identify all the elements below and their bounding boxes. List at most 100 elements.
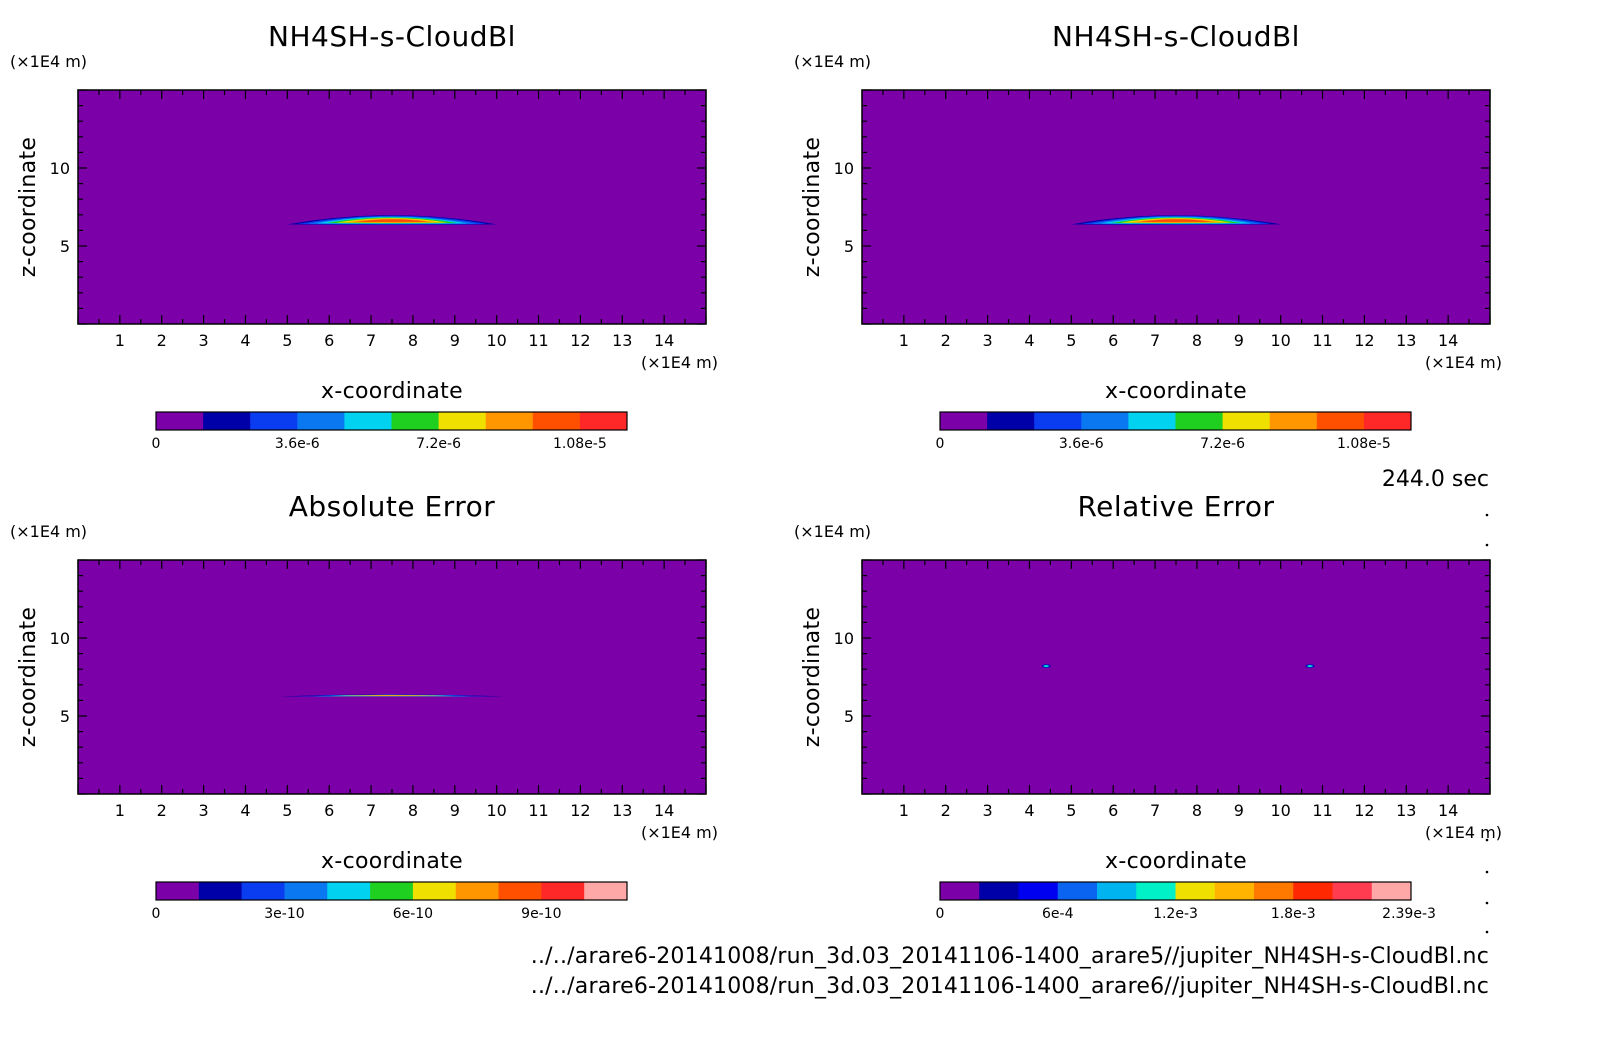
colorbar-label: 2.39e-3 — [1382, 906, 1436, 922]
x-tick-label: 12 — [1354, 801, 1374, 820]
plot-features — [1071, 215, 1281, 225]
x-tick-label: 3 — [199, 331, 209, 350]
colorbar-segment — [391, 412, 440, 430]
margin-dot — [1485, 513, 1489, 517]
feature-contour — [346, 695, 438, 697]
y-axis-title: z-coordinate — [16, 137, 41, 277]
x-tick-label: 3 — [983, 801, 993, 820]
x-tick-label: 6 — [1108, 331, 1118, 350]
x-tick-label: 8 — [408, 331, 418, 350]
x-tick-label: 8 — [1192, 801, 1202, 820]
x-tick-label: 13 — [1396, 331, 1416, 350]
colorbar-segment — [1175, 882, 1216, 900]
y-axis-title: z-coordinate — [800, 607, 825, 747]
y-unit-label: (×1E4 m) — [10, 522, 87, 541]
colorbar-segment — [412, 882, 457, 900]
colorbar-segment — [940, 882, 980, 900]
plot-background — [78, 560, 706, 794]
chart-panel-1: NH4SH-s-CloudBl(×1E4 m)1 2 3 4 5 6 7 8 9 10 11 12 13… — [10, 20, 718, 452]
plot-features — [1041, 664, 1315, 668]
y-unit-label: (×1E4 m) — [794, 522, 871, 541]
plot-background — [78, 90, 706, 324]
x-unit-label: (×1E4 m) — [641, 823, 718, 842]
colorbar-segment — [438, 412, 487, 430]
x-tick-label: 1 — [115, 331, 125, 350]
y-tick-label: 10 — [50, 159, 70, 178]
x-tick-label: 14 — [1438, 801, 1458, 820]
x-tick-label: 1 — [899, 331, 909, 350]
colorbar-segment — [241, 882, 285, 900]
colorbar-segment — [979, 882, 1019, 900]
feature-contour — [356, 219, 428, 223]
x-tick-label: 14 — [654, 801, 674, 820]
x-tick-label: 13 — [612, 331, 632, 350]
colorbar-frame — [155, 881, 628, 901]
colorbar-segment — [1363, 412, 1412, 430]
x-tick-label: 5 — [1066, 331, 1076, 350]
plot-features — [287, 215, 497, 225]
colorbar-label: 7.2e-6 — [416, 436, 461, 452]
colorbar-segment — [370, 882, 414, 900]
margin-dot — [1485, 901, 1489, 905]
x-tick-label: 7 — [366, 801, 376, 820]
x-tick-label: 14 — [654, 331, 674, 350]
feature-contour — [1044, 665, 1049, 667]
x-tick-label: 9 — [1234, 801, 1244, 820]
colorbar-segment — [1097, 882, 1137, 900]
colorbar-segment — [1214, 882, 1255, 900]
time-label: 244.0 sec — [1382, 467, 1489, 492]
colorbar-frame — [939, 411, 1412, 431]
footer-path: ../../arare6-20141008/run_3d.03_20141106… — [531, 974, 1489, 999]
x-tick-label: 11 — [528, 331, 548, 350]
colorbar-segment — [1018, 882, 1059, 900]
x-tick-label: 7 — [366, 331, 376, 350]
x-tick-label: 13 — [1396, 801, 1416, 820]
y-tick-label: 5 — [844, 237, 854, 256]
colorbar-label: 1.08e-5 — [553, 436, 607, 452]
colorbar-label: 0 — [936, 436, 945, 452]
x-tick-label: 7 — [1150, 801, 1160, 820]
colorbar-label: 1.2e-3 — [1153, 906, 1198, 922]
colorbar-segment — [1081, 412, 1129, 430]
x-axis-title: x-coordinate — [1105, 849, 1247, 874]
colorbar-segment — [1269, 412, 1318, 430]
chart-panel-2: NH4SH-s-CloudBl(×1E4 m)1 2 3 4 5 6 7 8 9 10 11 12 13… — [794, 20, 1502, 452]
colorbar-segment — [987, 412, 1035, 430]
x-unit-label: (×1E4 m) — [641, 353, 718, 372]
colorbar-segment — [1034, 412, 1082, 430]
colorbar-segment — [940, 412, 988, 430]
x-tick-label: 11 — [528, 801, 548, 820]
x-tick-label: 10 — [486, 801, 506, 820]
chart-panel-4: Relative Error(×1E4 m)1 2 3 4 5 6 7 8 9 10 11 12 13 1… — [794, 490, 1502, 922]
colorbar-segment — [1371, 882, 1412, 900]
plot-background — [862, 90, 1490, 324]
colorbar-segment — [250, 412, 298, 430]
x-tick-label: 7 — [1150, 331, 1160, 350]
colorbar-label: 6e-4 — [1042, 906, 1074, 922]
colorbar-segment — [1136, 882, 1176, 900]
colorbar-segment — [1316, 412, 1365, 430]
colorbar-label: 0 — [152, 906, 161, 922]
colorbar-segment — [532, 412, 581, 430]
y-axis-title: z-coordinate — [16, 607, 41, 747]
x-unit-label: (×1E4 m) — [1425, 823, 1502, 842]
feature-contour — [1307, 665, 1312, 667]
x-tick-label: 9 — [1234, 331, 1244, 350]
plot-background — [862, 560, 1490, 794]
colorbar-segment — [156, 882, 200, 900]
chart-title: Relative Error — [1077, 490, 1274, 523]
x-tick-label: 5 — [1066, 801, 1076, 820]
x-tick-label: 2 — [941, 801, 951, 820]
colorbar-segment — [541, 882, 585, 900]
colorbar-segment — [485, 412, 534, 430]
x-tick-label: 2 — [157, 801, 167, 820]
chart-panel-3: Absolute Error(×1E4 m)1 2 3 4 5 6 7 8 9 10 11 12 13 1… — [10, 490, 718, 922]
y-tick-label: 5 — [60, 707, 70, 726]
colorbar-segment — [579, 412, 628, 430]
x-tick-label: 8 — [1192, 331, 1202, 350]
colorbar-segment — [498, 882, 542, 900]
x-tick-label: 10 — [1270, 331, 1290, 350]
margin-dot — [1485, 870, 1489, 874]
y-tick-label: 5 — [844, 707, 854, 726]
